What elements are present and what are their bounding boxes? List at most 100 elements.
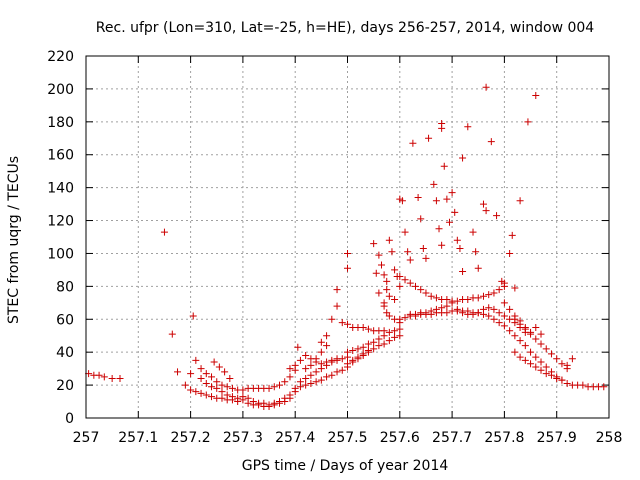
data-point-marker: [333, 302, 341, 310]
chart-title: Rec. ufpr (Lon=310, Lat=-25, h=HE), days…: [96, 20, 595, 36]
data-point-marker: [385, 337, 393, 345]
data-point-marker: [511, 312, 519, 320]
data-point-marker: [189, 312, 197, 320]
data-point-marker: [464, 296, 472, 304]
y-tick-label: 200: [47, 82, 74, 98]
data-point-marker: [500, 299, 508, 307]
data-point-marker: [276, 381, 284, 389]
data-point-marker: [307, 379, 315, 387]
data-point-marker: [344, 264, 351, 272]
data-point-marker: [234, 394, 242, 402]
x-tick-label: 257.5: [327, 430, 367, 446]
data-point-marker: [168, 330, 176, 338]
data-point-marker: [221, 368, 229, 376]
data-point-marker: [487, 138, 495, 146]
data-point-marker: [401, 314, 409, 322]
data-point-marker: [443, 302, 451, 310]
data-point-marker: [160, 228, 168, 236]
data-point-marker: [344, 249, 351, 257]
data-point-marker: [532, 353, 540, 361]
data-point-marker: [202, 370, 210, 378]
data-point-marker: [537, 330, 545, 338]
data-point-marker: [490, 315, 498, 323]
data-point-marker: [239, 393, 247, 401]
data-point-marker: [208, 383, 216, 391]
data-point-marker: [524, 118, 532, 126]
data-point-marker: [558, 376, 566, 384]
data-point-marker: [215, 363, 223, 371]
data-point-marker: [370, 240, 378, 248]
data-point-marker: [317, 338, 325, 346]
x-tick-label: 257.2: [171, 430, 211, 446]
data-point-marker: [380, 340, 388, 348]
data-point-marker: [396, 325, 404, 333]
data-point-marker: [192, 388, 200, 396]
data-point-marker: [459, 154, 467, 162]
data-point-marker: [406, 256, 414, 264]
data-point-marker: [485, 291, 493, 299]
data-point-marker: [459, 268, 467, 276]
data-point-marker: [286, 373, 294, 381]
data-point-marker: [495, 309, 503, 317]
data-point-marker: [493, 212, 501, 220]
data-point-marker: [532, 91, 540, 99]
data-point-marker: [317, 376, 325, 384]
data-point-marker: [417, 286, 425, 294]
data-point-marker: [270, 399, 278, 407]
data-point-marker: [521, 342, 529, 350]
data-point-marker: [391, 333, 399, 341]
data-point-marker: [516, 197, 524, 205]
data-point-marker: [291, 361, 299, 369]
data-point-marker: [344, 360, 351, 368]
data-point-marker: [307, 371, 315, 379]
data-point-marker: [495, 286, 503, 294]
data-point-marker: [440, 162, 448, 170]
data-point-marker: [302, 351, 310, 359]
data-point-marker: [474, 264, 482, 272]
data-point-marker: [485, 312, 493, 320]
data-point-marker: [443, 195, 451, 203]
data-point-marker: [265, 401, 273, 409]
data-point-marker: [401, 276, 409, 284]
data-point-marker: [563, 361, 571, 369]
data-point-marker: [427, 310, 435, 318]
data-point-marker: [239, 386, 247, 394]
data-point-marker: [228, 393, 236, 401]
data-point-marker: [307, 361, 315, 369]
data-point-marker: [542, 363, 550, 371]
data-point-marker: [197, 365, 205, 373]
data-point-marker: [430, 180, 438, 188]
data-point-marker: [451, 208, 459, 216]
data-point-marker: [302, 381, 310, 389]
data-point-marker: [508, 231, 516, 239]
data-point-marker: [532, 335, 540, 343]
data-point-marker: [445, 218, 453, 226]
data-point-marker: [438, 124, 446, 132]
data-point-marker: [375, 289, 383, 297]
y-tick-label: 220: [47, 49, 74, 65]
data-point-marker: [398, 197, 406, 205]
data-point-marker: [417, 215, 425, 223]
data-point-marker: [479, 200, 487, 208]
data-point-marker: [391, 327, 399, 335]
y-tick-label: 180: [47, 115, 74, 131]
data-point-marker: [228, 384, 236, 392]
data-point-marker: [500, 322, 508, 330]
y-axis-title: STEC from uqrg / TECUs: [6, 156, 22, 324]
data-point-marker: [372, 269, 380, 277]
data-point-marker: [286, 391, 294, 399]
data-point-marker: [244, 394, 252, 402]
data-point-marker: [302, 375, 310, 383]
data-point-marker: [294, 343, 302, 351]
data-point-marker: [396, 272, 404, 280]
data-point-marker: [349, 347, 357, 355]
data-point-marker: [542, 345, 550, 353]
data-point-marker: [482, 83, 490, 91]
y-tick-label: 0: [65, 411, 74, 427]
y-tick-label: 140: [47, 181, 74, 197]
data-point-marker: [344, 320, 351, 328]
y-tick-label: 80: [56, 279, 74, 295]
data-point-marker: [312, 378, 320, 386]
data-point-marker: [432, 294, 440, 302]
